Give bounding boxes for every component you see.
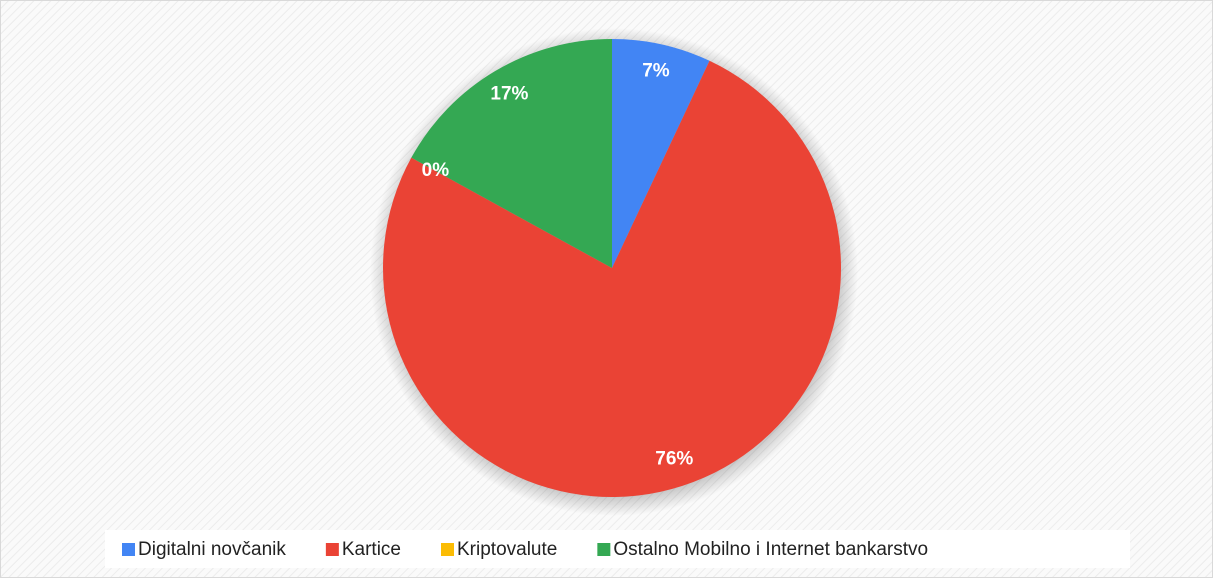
- data-label: 76%: [655, 449, 693, 470]
- legend-swatch: [597, 543, 611, 556]
- data-label: 0%: [422, 160, 450, 181]
- legend-swatch: [441, 543, 454, 556]
- legend-label: Kartice: [342, 539, 401, 560]
- legend-swatch: [122, 543, 135, 556]
- legend-box: [105, 530, 1130, 568]
- data-label: 17%: [490, 84, 528, 105]
- pie-slice: [411, 39, 612, 268]
- pie-slice: [383, 60, 841, 497]
- pie-slice: [612, 39, 710, 268]
- legend-label: Kriptovalute: [457, 539, 557, 560]
- legend-label: Ostalno Mobilno i Internet bankarstvo: [613, 539, 928, 560]
- data-label: 7%: [642, 60, 670, 81]
- legend-label: Digitalni novčanik: [138, 539, 286, 560]
- legend-swatch: [325, 543, 339, 556]
